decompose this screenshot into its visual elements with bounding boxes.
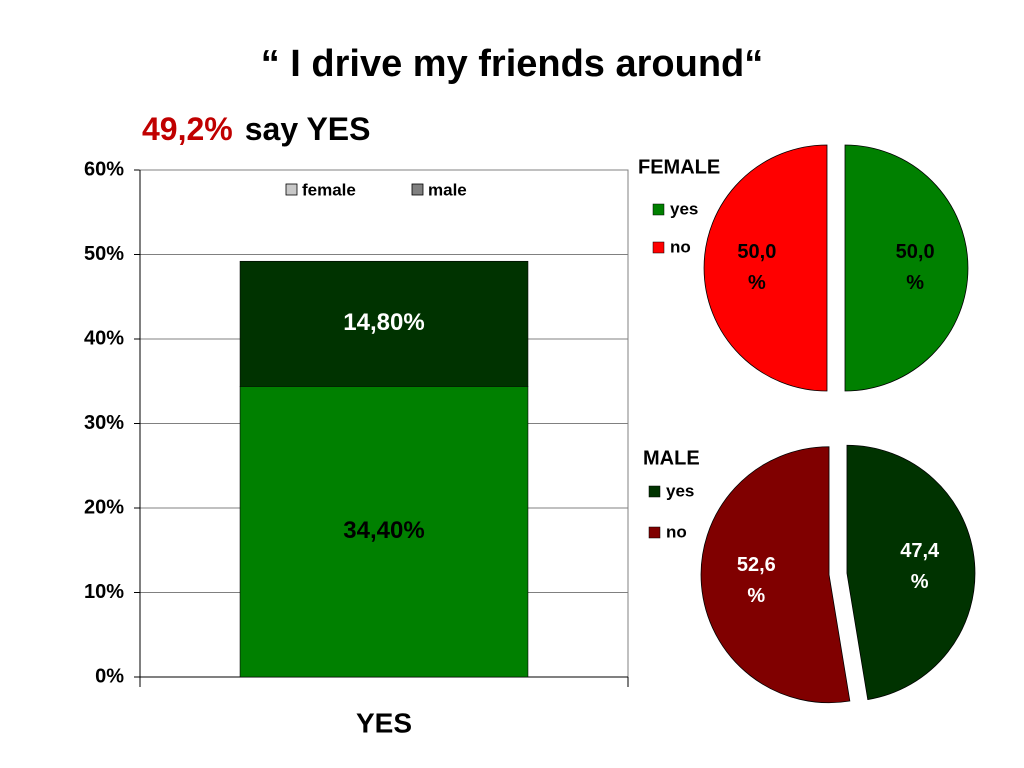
slide-title: “ I drive my friends around“ bbox=[261, 43, 764, 85]
data-label: 34,40% bbox=[343, 517, 424, 544]
legend-label: male bbox=[428, 180, 467, 199]
legend-label: no bbox=[666, 522, 687, 541]
legend-swatch bbox=[648, 485, 661, 498]
bar-segment bbox=[239, 386, 529, 678]
y-tick-label: 50% bbox=[84, 243, 124, 265]
pie-label: 50,0 % bbox=[737, 241, 777, 294]
pie-slice bbox=[844, 144, 969, 392]
legend-label: female bbox=[302, 180, 356, 199]
pie-label: 50,0 % bbox=[895, 241, 935, 294]
legend-swatch bbox=[411, 183, 424, 196]
y-tick-label: 10% bbox=[84, 581, 124, 603]
subtitle: 49,2% say YES bbox=[142, 111, 370, 147]
pie-slice bbox=[700, 446, 851, 704]
subtitle-text: say YES bbox=[245, 111, 371, 147]
pie-label: 47,4 % bbox=[900, 540, 940, 594]
pie-label: 52,6 % bbox=[736, 553, 776, 607]
legend-label: yes bbox=[666, 481, 694, 500]
pie-slice bbox=[846, 444, 976, 701]
data-label: 14,80% bbox=[343, 309, 424, 336]
pie-title: FEMALE bbox=[638, 156, 720, 178]
x-tick-label: YES bbox=[356, 707, 412, 738]
subtitle-highlight: 49,2% bbox=[142, 111, 233, 147]
y-tick-label: 60% bbox=[84, 158, 124, 180]
pie-title: MALE bbox=[643, 447, 700, 469]
pie-slice bbox=[703, 144, 828, 392]
bar-segment bbox=[239, 260, 529, 387]
legend-swatch bbox=[648, 526, 661, 539]
legend-swatch bbox=[285, 183, 298, 196]
legend-label: yes bbox=[670, 199, 698, 218]
y-tick-label: 40% bbox=[84, 327, 124, 349]
y-tick-label: 20% bbox=[84, 496, 124, 518]
y-tick-label: 0% bbox=[95, 665, 124, 687]
y-tick-label: 30% bbox=[84, 412, 124, 434]
legend-swatch bbox=[652, 203, 665, 216]
legend-swatch bbox=[652, 241, 665, 254]
legend-label: no bbox=[670, 237, 691, 256]
